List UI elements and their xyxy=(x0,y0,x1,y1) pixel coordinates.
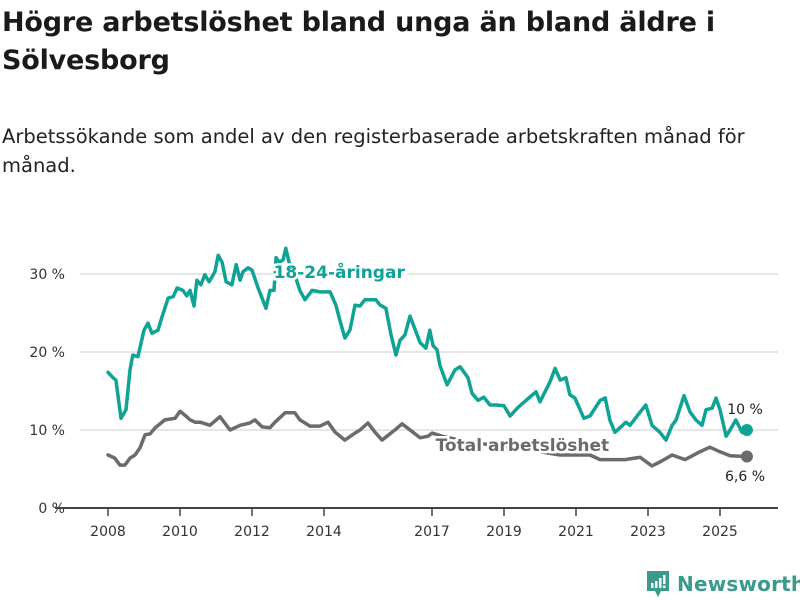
end-point-total xyxy=(740,450,753,463)
newsworthy-logo-text: Newsworthy xyxy=(677,572,800,596)
chart-subtitle: Arbetssökande som andel av den registerb… xyxy=(2,125,745,177)
series-label-total: Total arbetslöshet xyxy=(436,436,610,456)
y-tick-label: 0 % xyxy=(38,501,65,517)
x-tick-label: 2025 xyxy=(702,524,738,540)
y-axis-ticks: 0 % 10 % 20 % 30 % xyxy=(29,267,65,517)
series-line-total xyxy=(106,409,748,468)
y-tick-label: 10 % xyxy=(29,423,65,439)
newsworthy-logo-icon xyxy=(647,571,669,597)
y-tick-label: 20 % xyxy=(29,345,65,361)
x-tick-label: 2017 xyxy=(414,524,450,540)
end-label-total: 6,6 % xyxy=(725,469,765,485)
series-labels: 18-24-åringar Total arbetslöshet 10 % 6,6 % xyxy=(271,258,765,485)
x-tick-label: 2008 xyxy=(90,524,126,540)
y-tick-label: 30 % xyxy=(29,267,65,283)
x-tick-label: 2014 xyxy=(306,524,342,540)
series-line-young xyxy=(106,246,748,442)
series-label-young: 18-24-åringar xyxy=(274,261,406,283)
x-tick-label: 2021 xyxy=(558,524,594,540)
x-tick-label: 2019 xyxy=(486,524,522,540)
end-point-young xyxy=(740,424,753,436)
x-tick-label: 2010 xyxy=(162,524,198,540)
gridlines xyxy=(80,273,778,431)
newsworthy-logo: Newsworthy xyxy=(645,569,800,599)
end-label-young: 10 % xyxy=(727,402,763,418)
x-tick-label: 2012 xyxy=(234,524,270,540)
x-tick-label: 2023 xyxy=(630,524,666,540)
chart-title: Högre arbetslöshet bland unga än bland ä… xyxy=(2,7,715,76)
x-axis-ticks: 2008 2010 2012 2014 2017 2019 2021 2023 2025 xyxy=(90,508,738,540)
series-lines xyxy=(106,246,753,468)
